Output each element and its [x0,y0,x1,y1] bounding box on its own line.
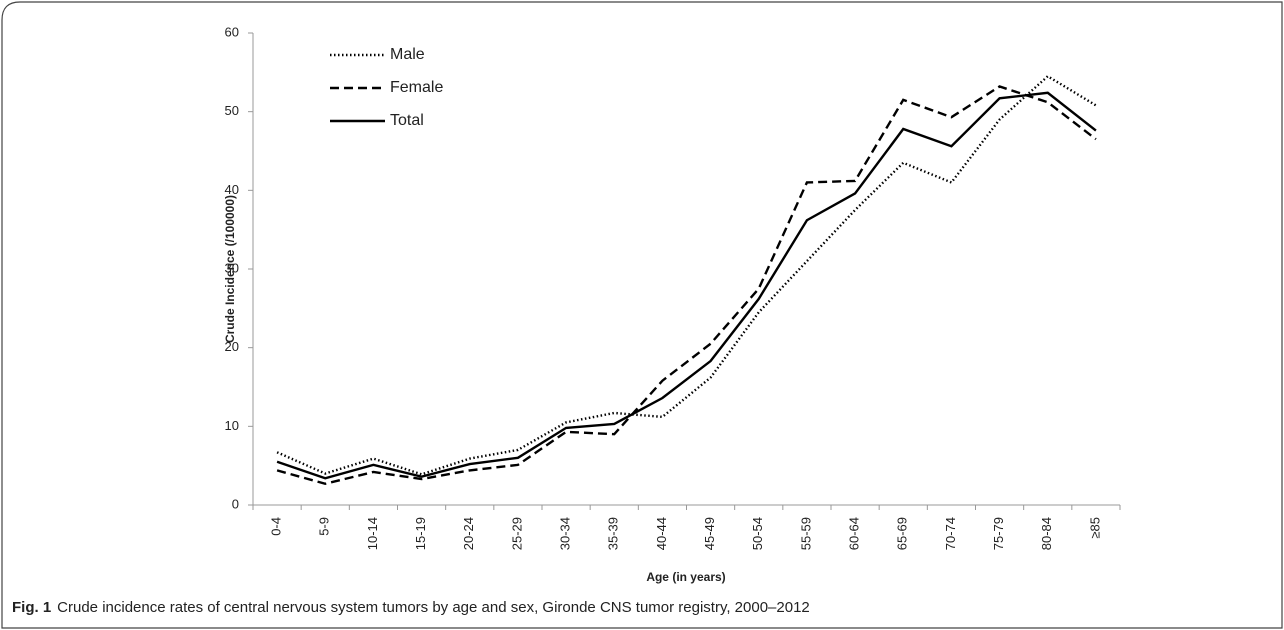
caption: Fig. 1 Crude incidence rates of central n… [12,599,810,616]
x-tick-label: 15-19 [413,517,428,550]
x-tick-label: 50-54 [750,517,765,550]
y-axis-label: Crude Incidence (/100000) [223,195,237,343]
x-tick-label: 10-14 [365,517,380,550]
x-tick-label: 20-24 [461,517,476,550]
x-tick-label: 70-74 [943,517,958,550]
x-tick-label: 30-34 [558,517,573,550]
y-tick-label: 30 [225,260,239,275]
series-line [276,91,1097,480]
legend-label: Female [390,79,443,96]
x-tick-label: 75-79 [991,517,1006,550]
x-tick-label: 35-39 [606,517,621,550]
series-line [276,74,1097,476]
x-tick-label: 55-59 [798,517,813,550]
y-tick-label: 50 [225,103,239,118]
x-tick-label: 65-69 [895,517,910,550]
x-axis-label: Age (in years) [646,570,725,584]
y-tick-label: 0 [232,496,239,511]
x-tick-label: 25-29 [509,517,524,550]
x-tick-label: 5-9 [317,517,332,536]
legend-label: Total [390,112,424,129]
y-tick-label: 10 [225,418,239,433]
y-tick-label: 60 [225,24,239,39]
series-line [276,85,1097,486]
caption-text: Crude incidence rates of central nervous… [57,599,810,616]
x-tick-label: 80-84 [1039,517,1054,550]
x-tick-label: 40-44 [654,517,669,550]
y-tick-label: 20 [225,339,239,354]
y-tick-label: 40 [225,182,239,197]
x-tick-label: ≥85 [1087,517,1102,539]
caption-label: Fig. 1 [12,599,51,616]
legend-label: Male [390,46,425,63]
x-tick-label: 45-49 [702,517,717,550]
x-tick-label: 60-64 [847,517,862,550]
x-tick-label: 0-4 [269,517,284,536]
